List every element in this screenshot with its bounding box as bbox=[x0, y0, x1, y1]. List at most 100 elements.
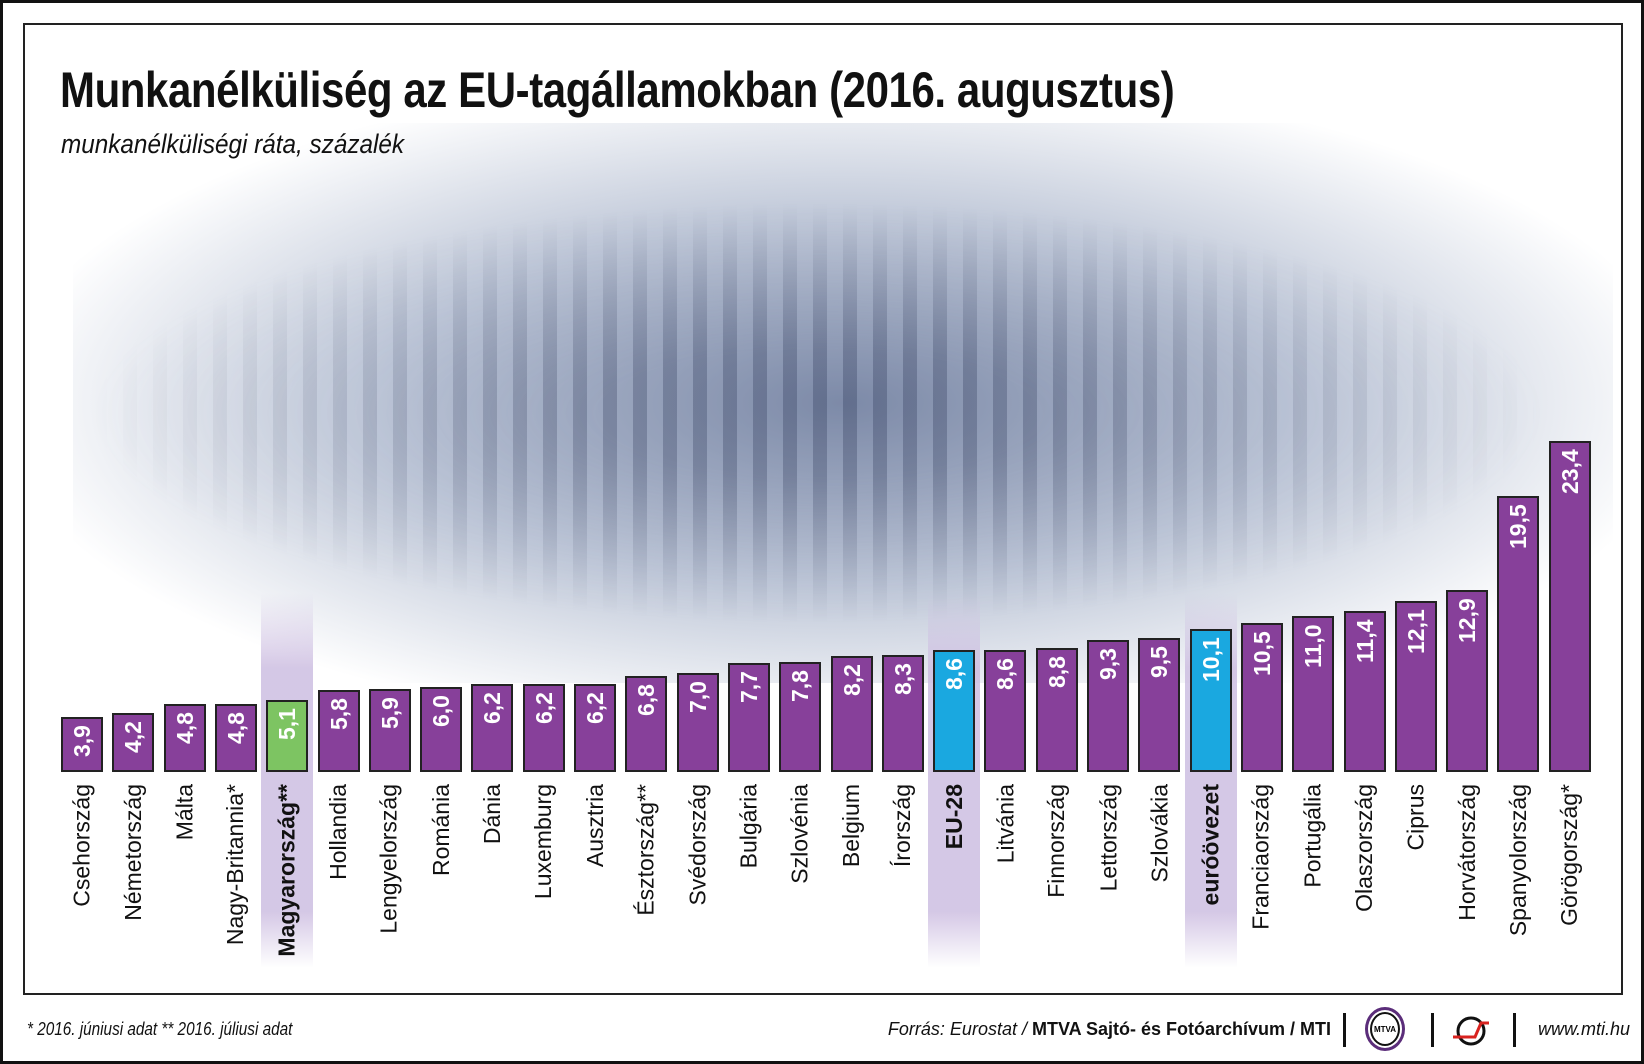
bar bbox=[1292, 616, 1335, 772]
bar bbox=[61, 716, 103, 772]
bar bbox=[676, 672, 719, 772]
mti-logo-icon bbox=[1453, 1016, 1489, 1046]
bar bbox=[112, 712, 155, 772]
data-label: 4,8 bbox=[171, 712, 198, 745]
category-label: Szlovákia bbox=[1146, 784, 1173, 883]
category-label: Horvátország bbox=[1453, 784, 1480, 921]
data-label: 5,8 bbox=[325, 697, 352, 730]
crowd-photo-background bbox=[73, 123, 1613, 683]
category-label: Bulgária bbox=[735, 784, 762, 869]
chart-title: Munkanélküliség az EU-tagállamokban (201… bbox=[60, 62, 1175, 118]
category-label: EU-28 bbox=[940, 784, 967, 850]
bar bbox=[727, 663, 770, 772]
bar bbox=[420, 687, 463, 772]
bar bbox=[163, 704, 206, 772]
highlight-column bbox=[928, 593, 981, 968]
website-link[interactable]: www.mti.hu bbox=[1538, 1019, 1631, 1039]
data-label: 11,4 bbox=[1351, 619, 1378, 663]
data-label: 6,0 bbox=[428, 695, 455, 728]
chart-subtitle: munkanélküliségi ráta, százalék bbox=[61, 129, 405, 159]
category-label: Belgium bbox=[838, 784, 865, 868]
category-label: Szlovénia bbox=[786, 784, 813, 884]
bar bbox=[214, 704, 257, 772]
bar bbox=[1087, 640, 1129, 772]
bar bbox=[1497, 496, 1540, 772]
data-label: 10,5 bbox=[1248, 631, 1275, 677]
data-label: 9,5 bbox=[1146, 645, 1173, 678]
category-label: Dánia bbox=[479, 784, 505, 845]
data-label: 8,2 bbox=[838, 664, 865, 696]
category-label: Lettország bbox=[1094, 784, 1121, 892]
data-label: 7,0 bbox=[684, 680, 711, 713]
bar bbox=[1446, 589, 1489, 772]
bar bbox=[1240, 623, 1283, 772]
bar bbox=[317, 689, 360, 772]
bar bbox=[779, 661, 822, 772]
bar bbox=[574, 684, 616, 772]
bar bbox=[933, 650, 976, 772]
bar bbox=[1189, 629, 1232, 772]
data-label: 4,8 bbox=[222, 712, 249, 745]
data-label: 10,1 bbox=[1197, 637, 1224, 683]
data-label: 4,2 bbox=[120, 720, 147, 753]
data-label: 6,8 bbox=[633, 683, 660, 716]
separator bbox=[1431, 1013, 1434, 1047]
category-label: Ciprus bbox=[1402, 784, 1429, 851]
category-label: Portugália bbox=[1299, 784, 1326, 888]
data-label: 5,1 bbox=[274, 707, 301, 740]
bar bbox=[368, 688, 411, 772]
source-bold: MTVA Sajtó- és Fotóarchívum / MTI bbox=[1031, 1019, 1331, 1039]
frame bbox=[23, 23, 1623, 995]
highlight-column bbox=[261, 593, 314, 968]
category-label: Svédország bbox=[684, 784, 711, 906]
category-label: Spanyolország bbox=[1505, 784, 1532, 937]
category-label: Olaszország bbox=[1350, 784, 1377, 912]
category-label: Görögország* bbox=[1556, 784, 1583, 926]
bar bbox=[830, 656, 873, 772]
bar bbox=[625, 675, 668, 772]
footnotes: * 2016. júniusi adat ** 2016. júliusi ad… bbox=[27, 1019, 293, 1039]
bar bbox=[1394, 600, 1437, 772]
category-label: Észtország** bbox=[632, 784, 659, 916]
data-label: 9,3 bbox=[1095, 648, 1121, 681]
category-label: Lengyelország bbox=[375, 784, 402, 934]
source-prefix: Forrás: Eurostat / bbox=[887, 1019, 1032, 1039]
data-label: 3,9 bbox=[69, 724, 95, 757]
mtva-logo: MTVA bbox=[1365, 1007, 1405, 1051]
category-label: Finnország bbox=[1042, 784, 1069, 898]
data-label: 8,6 bbox=[992, 658, 1019, 691]
data-label: 6,2 bbox=[582, 692, 608, 725]
category-label: Írország bbox=[889, 784, 916, 868]
separator bbox=[1343, 1013, 1346, 1047]
data-label: 6,2 bbox=[479, 692, 506, 725]
category-label: euróövezet bbox=[1197, 784, 1224, 906]
category-label: Ausztria bbox=[581, 784, 608, 868]
data-label: 7,8 bbox=[787, 669, 814, 702]
bar bbox=[1138, 637, 1181, 772]
data-label: 8,6 bbox=[941, 658, 968, 691]
category-label: Litvánia bbox=[992, 784, 1019, 864]
category-label: Hollandia bbox=[324, 784, 351, 880]
separator bbox=[1513, 1013, 1516, 1047]
data-label: 23,4 bbox=[1556, 449, 1583, 494]
bar bbox=[1035, 647, 1078, 772]
category-label: Nagy-Britannia* bbox=[222, 784, 249, 946]
crowd-photo-texture bbox=[93, 203, 1543, 623]
data-label: 5,9 bbox=[376, 696, 403, 729]
data-label: 8,3 bbox=[889, 662, 916, 695]
source: Forrás: Eurostat / MTVA Sajtó- és Fotóar… bbox=[888, 1019, 1331, 1040]
data-label: 19,5 bbox=[1505, 504, 1532, 550]
bar bbox=[1343, 610, 1386, 772]
bar bbox=[266, 699, 309, 772]
data-label: 12,1 bbox=[1402, 609, 1429, 654]
category-label: Franciaország bbox=[1248, 784, 1275, 930]
category-label: Románia bbox=[427, 784, 454, 877]
data-label: 12,9 bbox=[1454, 597, 1481, 643]
category-label: Málta bbox=[171, 784, 198, 841]
data-label: 7,7 bbox=[735, 671, 762, 704]
data-label: 6,2 bbox=[530, 692, 557, 725]
bar bbox=[881, 654, 924, 772]
bar bbox=[471, 684, 514, 772]
data-label: 8,8 bbox=[1043, 655, 1070, 688]
